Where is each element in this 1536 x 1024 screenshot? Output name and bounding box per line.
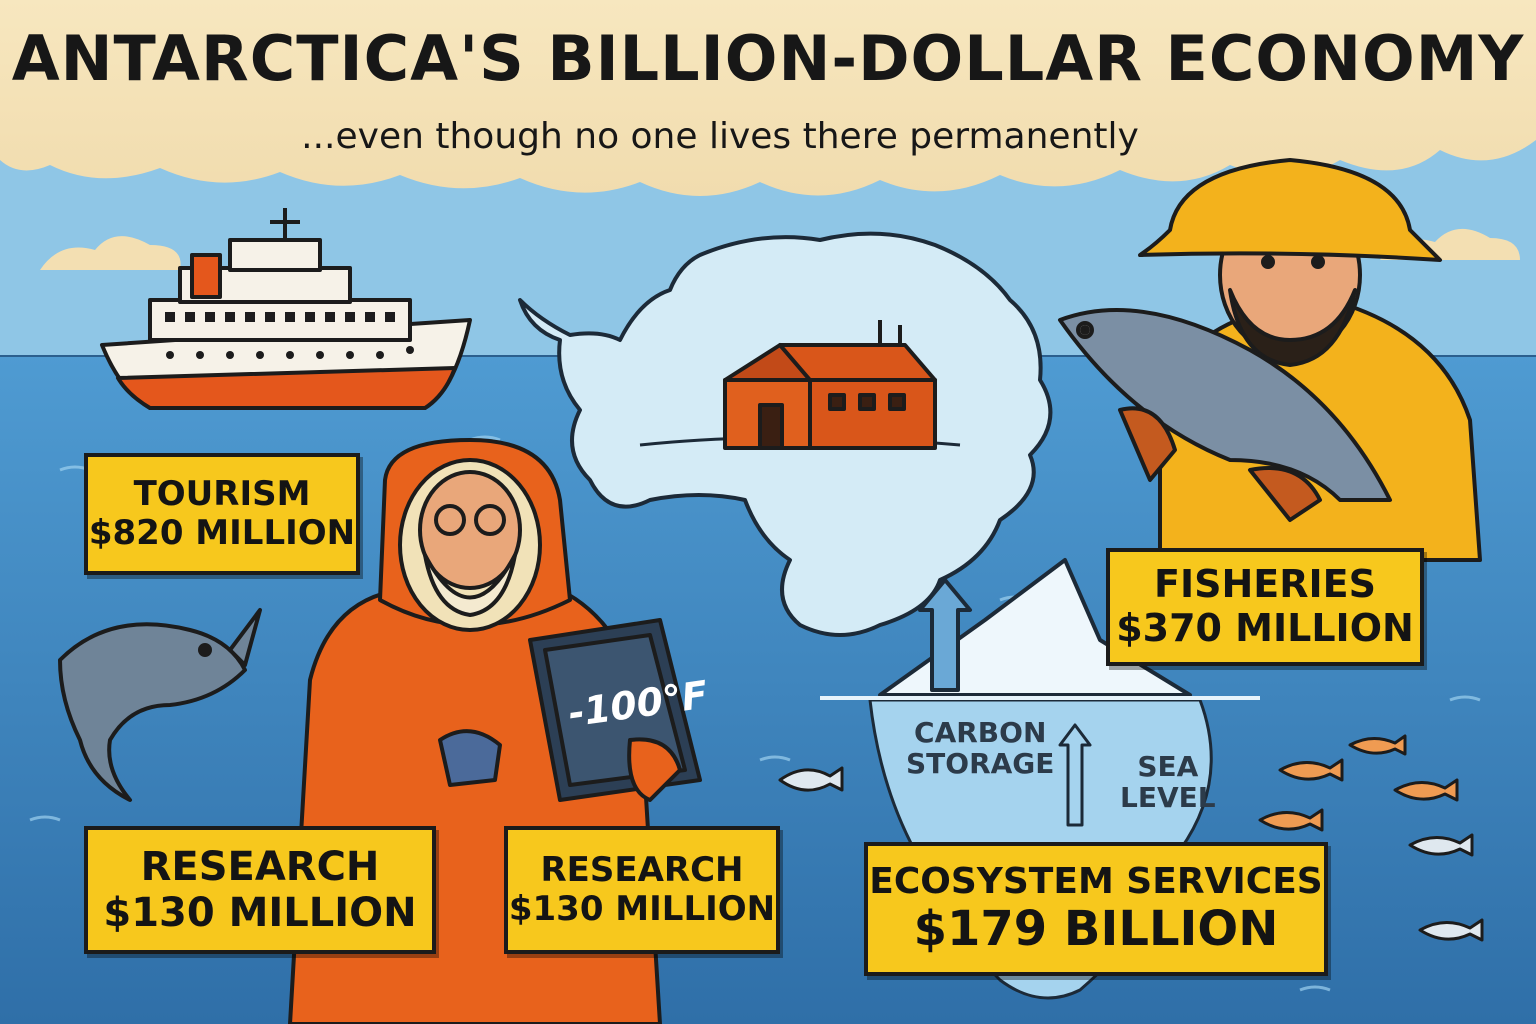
- research-station-icon: [639, 320, 961, 450]
- cloud-bank: [0, 0, 1536, 196]
- tourism-label: TOURISM $820 MILLION: [84, 453, 360, 575]
- ecosystem-label: ECOSYSTEM SERVICES $179 BILLION: [864, 842, 1328, 976]
- research-right-label: RESEARCH $130 MILLION: [504, 826, 780, 954]
- page-title: ANTARCTICA'S BILLION-DOLLAR ECONOMY: [11, 22, 1525, 95]
- fisherman-illustration: [1058, 158, 1482, 562]
- arrow-up-icon: [918, 578, 1092, 827]
- research-right-name: RESEARCH: [540, 849, 744, 890]
- cloud-left: [40, 236, 181, 270]
- ecosystem-name: ECOSYSTEM SERVICES: [869, 860, 1323, 902]
- page-subtitle: ...even though no one lives there perman…: [301, 116, 1139, 157]
- fish-school: [778, 734, 1484, 942]
- research-left-value: $130 MILLION: [103, 890, 417, 936]
- carbon-storage-label: CARBON STORAGE: [906, 716, 1055, 780]
- sea-level-label: SEA LEVEL: [1120, 750, 1216, 814]
- fish-icon: [58, 608, 262, 802]
- fisheries-value: $370 MILLION: [1116, 606, 1414, 650]
- cruise-ship-icon: [100, 208, 472, 410]
- fisheries-label: FISHERIES $370 MILLION: [1106, 548, 1424, 666]
- tourism-name: TOURISM: [133, 473, 311, 514]
- research-right-value: $130 MILLION: [508, 889, 776, 929]
- research-left-label: RESEARCH $130 MILLION: [84, 826, 436, 954]
- ecosystem-value: $179 BILLION: [913, 901, 1279, 958]
- fisheries-name: FISHERIES: [1154, 562, 1376, 607]
- tourism-value: $820 MILLION: [88, 513, 356, 553]
- research-left-name: RESEARCH: [140, 844, 380, 890]
